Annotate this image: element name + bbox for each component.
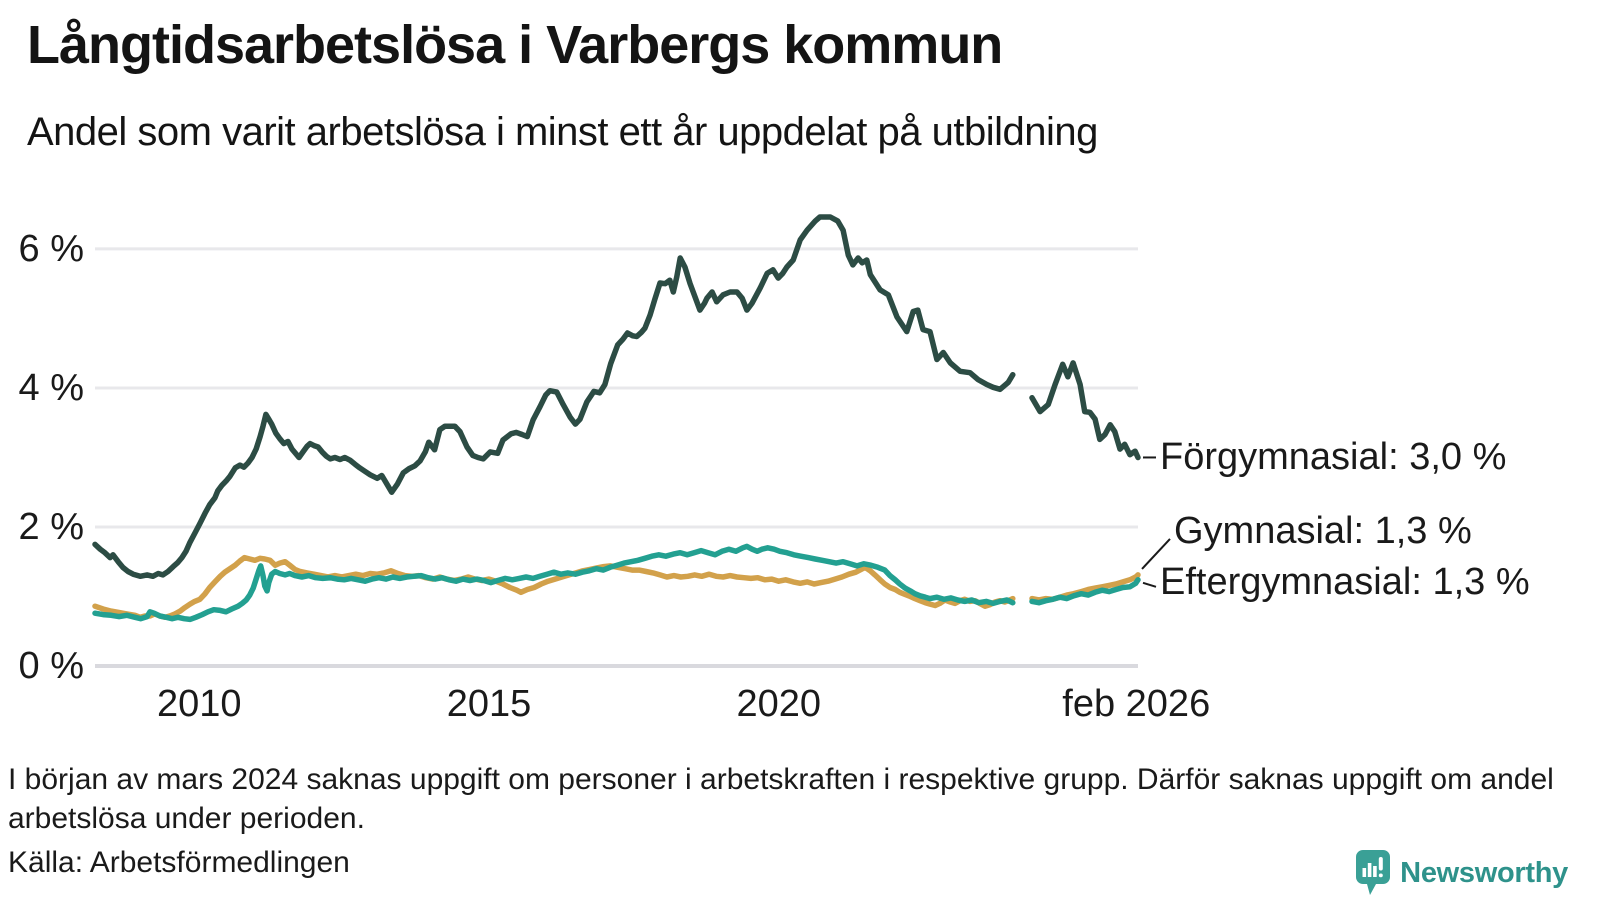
end-label-eftergymnasial: Eftergymnasial: 1,3 % — [1160, 560, 1530, 603]
y-tick-6: 6 % — [18, 227, 84, 270]
source-label: Källa: Arbetsförmedlingen — [8, 846, 350, 879]
y-tick-2: 2 % — [18, 505, 84, 548]
y-tick-0: 0 % — [18, 645, 84, 687]
page-subtitle: Andel som varit arbetslösa i minst ett å… — [27, 110, 1098, 154]
page-title: Långtidsarbetslösa i Varbergs kommun — [27, 15, 1003, 75]
newsworthy-wordmark: Newsworthy — [1400, 856, 1568, 889]
footnote: I början av mars 2024 saknas uppgift om … — [8, 763, 1554, 835]
y-tick-4: 4 % — [18, 366, 84, 409]
x-tick-feb-2026: feb 2026 — [1062, 683, 1211, 725]
end-label-gymnasial: Gymnasial: 1,3 % — [1174, 509, 1472, 552]
x-tick-2015: 2015 — [446, 683, 532, 725]
newsworthy-logo: Newsworthy — [1356, 850, 1568, 896]
x-tick-2020: 2020 — [736, 683, 821, 725]
end-label-forgymnasial: Förgymnasial: 3,0 % — [1160, 436, 1507, 479]
newsworthy-chart-bubble-icon — [1356, 850, 1391, 895]
x-tick-2010: 2010 — [157, 683, 242, 725]
